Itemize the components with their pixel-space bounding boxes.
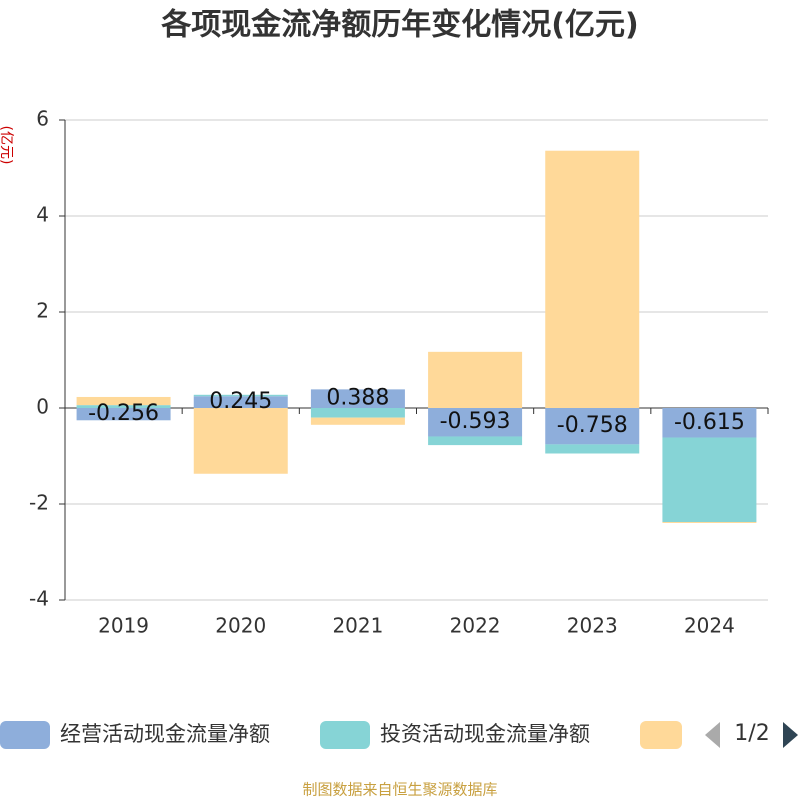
legend-swatch bbox=[640, 721, 682, 749]
bar bbox=[76, 405, 171, 408]
x-tick-label: 2024 bbox=[684, 614, 735, 638]
y-tick-label: 2 bbox=[36, 299, 49, 323]
y-tick-label: 0 bbox=[36, 395, 49, 419]
source: 制图数据来自恒生聚源数据库 bbox=[302, 781, 497, 799]
bar bbox=[193, 408, 288, 474]
bar bbox=[428, 351, 523, 408]
bar bbox=[545, 444, 640, 454]
bar bbox=[310, 389, 405, 408]
bar bbox=[193, 396, 288, 408]
y-tick-label: -4 bbox=[29, 587, 49, 611]
legend-label: 投资活动现金流量净额 bbox=[380, 722, 590, 746]
bar bbox=[662, 408, 757, 438]
x-tick-label: 2021 bbox=[332, 614, 383, 638]
bar bbox=[310, 408, 405, 418]
y-tick-label: 4 bbox=[36, 203, 49, 227]
legend-page: 1/2 bbox=[734, 721, 769, 746]
bar bbox=[428, 408, 523, 437]
bar bbox=[545, 150, 640, 408]
chart-title: 各项现金流净额历年变化情况(亿元) bbox=[160, 8, 638, 43]
bar bbox=[76, 408, 171, 421]
bar bbox=[662, 437, 757, 522]
x-tick-label: 2019 bbox=[98, 614, 149, 638]
legend-swatch bbox=[320, 721, 370, 749]
data-label: -0.256 bbox=[88, 401, 159, 426]
legend-label: 经营活动现金流量净额 bbox=[60, 722, 270, 746]
data-label: -0.593 bbox=[440, 409, 511, 434]
data-label: 0.245 bbox=[209, 389, 272, 414]
bar bbox=[428, 436, 523, 446]
x-tick-label: 2020 bbox=[215, 614, 266, 638]
bar bbox=[76, 396, 171, 406]
bar bbox=[193, 394, 288, 397]
data-label: -0.615 bbox=[674, 410, 745, 435]
y-axis-label: (亿元) bbox=[0, 126, 14, 165]
bar bbox=[545, 408, 640, 445]
bar bbox=[310, 417, 405, 425]
legend-prev[interactable] bbox=[705, 722, 720, 748]
y-tick-label: 6 bbox=[36, 107, 49, 131]
legend-swatch bbox=[0, 721, 50, 749]
bar bbox=[662, 522, 757, 523]
data-label: 0.388 bbox=[326, 386, 389, 411]
x-tick-label: 2022 bbox=[450, 614, 501, 638]
legend-next[interactable] bbox=[783, 722, 798, 748]
x-tick-label: 2023 bbox=[567, 614, 618, 638]
y-tick-label: -2 bbox=[29, 491, 49, 515]
data-label: -0.758 bbox=[557, 413, 628, 438]
